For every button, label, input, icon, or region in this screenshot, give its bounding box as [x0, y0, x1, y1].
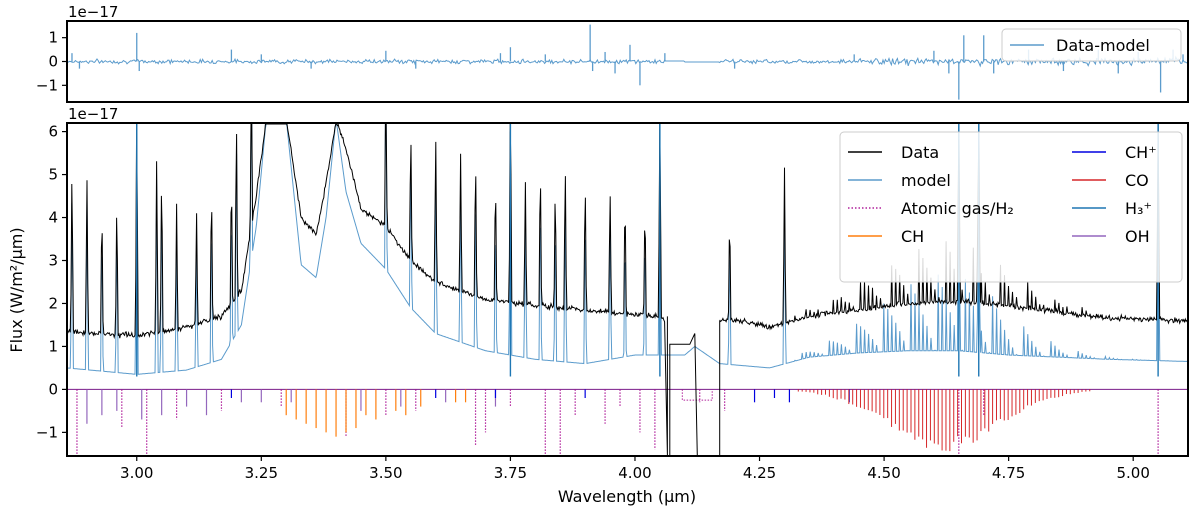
legend-label-co: CO: [1125, 171, 1149, 190]
residual-y-tick-label: 0: [48, 53, 58, 71]
x-tick-label: 5.00: [1116, 464, 1149, 482]
y-tick-label: −1: [36, 423, 58, 441]
x-tick-label: 4.75: [992, 464, 1025, 482]
residual-legend: Data-model: [1001, 28, 1182, 62]
legend-label-h3-plus: H₃⁺: [1125, 199, 1152, 218]
spectrum-x-ticks: 3.00 3.25 3.50 3.75 4.00 4.25 4.50 4.75 5.00: [120, 456, 1150, 482]
data-gap-connector: [669, 320, 721, 457]
data-line-segment: [66, 123, 668, 456]
x-tick-label: 3.50: [369, 464, 402, 482]
model-line: [66, 123, 1188, 375]
atomic-gas-shelf: [681, 389, 713, 401]
residual-offset-label: 1e−17: [68, 3, 118, 21]
residual-legend-box: [1001, 28, 1182, 62]
legend-label-atomic-gas: Atomic gas/H₂: [901, 199, 1014, 218]
x-tick-label: 3.25: [245, 464, 278, 482]
component-absorption-lines: [67, 388, 1188, 454]
y-tick-label: 5: [48, 166, 58, 184]
spectrum-legend-box: [839, 131, 1183, 283]
legend-label-data-model: Data-model: [1056, 36, 1150, 55]
spectrum-offset-label: 1e−17: [68, 105, 118, 123]
series-model: [66, 123, 1188, 375]
spectrum-frame: [66, 122, 1189, 457]
residual-y-tick-label: −1: [36, 76, 58, 94]
x-tick-label: 4.50: [867, 464, 900, 482]
legend-label-oh: OH: [1125, 227, 1150, 246]
legend-label-ch: CH: [901, 227, 924, 246]
residual-y-tick-label: 1: [48, 29, 58, 47]
y-tick-label: 0: [48, 380, 58, 398]
data-line-segment: [719, 123, 1188, 331]
x-tick-label: 3.75: [494, 464, 527, 482]
y-tick-label: 1: [48, 337, 58, 355]
spectrum-panel: 3.00 3.25 3.50 3.75 4.00 4.25 4.50 4.75 5.00 −1 0…: [7, 105, 1189, 506]
residual-noise-line: [66, 55, 1188, 68]
y-tick-label: 6: [48, 123, 58, 141]
x-tick-label: 4.00: [618, 464, 651, 482]
spectrum-y-ticks: −1 0 1 2 3 4 5 6: [36, 123, 67, 441]
spectrum-legend: Data model Atomic gas/H₂ CH CH⁺ CO H₃⁺ O…: [839, 131, 1183, 283]
legend-label-ch-plus: CH⁺: [1125, 143, 1157, 162]
y-tick-label: 4: [48, 209, 58, 227]
y-tick-label: 3: [48, 251, 58, 269]
residual-frame: [66, 20, 1189, 103]
x-tick-label: 4.25: [743, 464, 776, 482]
y-axis-label: Flux (W/m²/μm): [7, 227, 26, 352]
y-tick-label: 2: [48, 294, 58, 312]
residual-y-ticks: −1 0 1: [36, 29, 67, 94]
x-axis-label: Wavelength (μm): [558, 487, 696, 506]
residual-panel: −1 0 1 1e−17 Data-model: [36, 3, 1189, 103]
x-tick-label: 3.00: [120, 464, 153, 482]
legend-label-data: Data: [901, 143, 939, 162]
legend-label-model: model: [901, 171, 951, 190]
